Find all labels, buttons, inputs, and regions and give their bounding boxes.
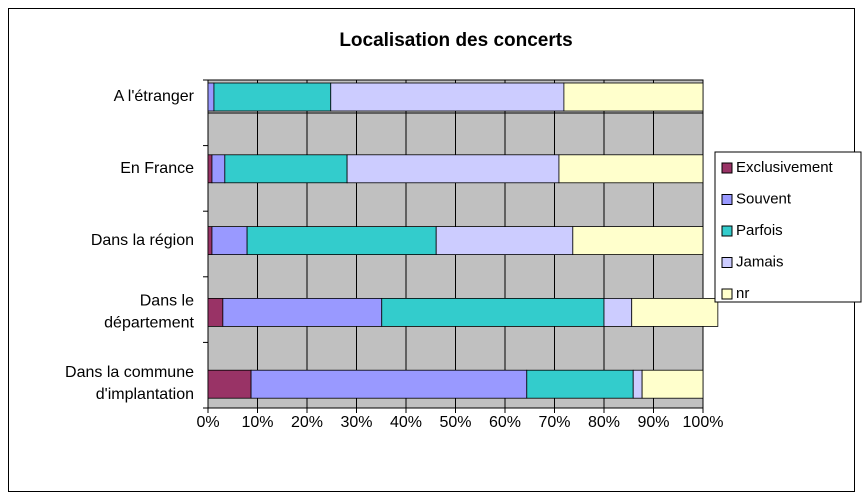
bar-segment [211,226,248,256]
bar-segment [632,369,643,399]
bar-segment [346,154,560,184]
legend-label: Exclusivement [736,159,834,176]
x-tick-label: 60% [489,414,521,431]
bar-segment [211,154,226,184]
bar-segment [558,154,704,184]
chart-title: Localisation des concerts [339,30,572,51]
x-tick-label: 90% [637,414,669,431]
x-tick-label: 0% [196,414,219,431]
bar-segment [246,226,437,256]
x-tick-label: 10% [241,414,273,431]
bar-segment [207,226,213,256]
bar-segment [330,82,565,112]
x-tick-label: 40% [390,414,422,431]
bar-segment [563,82,704,112]
bar-segment [381,297,605,327]
bar-segment [603,297,633,327]
y-tick-label: Dans la commune d'implantation [65,364,194,403]
legend-swatch [721,288,733,300]
x-tick-label: 20% [291,414,323,431]
bar-segment [641,369,704,399]
y-tick-label: A l'étranger [114,88,195,105]
bar-segment [631,297,719,327]
bar-segment [222,297,383,327]
bar-segment [207,297,224,327]
legend-swatch [721,162,733,174]
x-tick-label: 50% [439,414,471,431]
x-tick-label: 100% [683,414,724,431]
bar-segment [207,82,215,112]
bar-segment [207,369,252,399]
y-tick-label: En France [120,160,194,177]
y-tick-label: Dans la région [91,232,194,249]
bar-segment [224,154,348,184]
x-tick-label: 30% [340,414,372,431]
legend-label: Souvent [736,190,792,207]
legend-label: Parfois [736,222,783,239]
legend-swatch [721,194,733,205]
legend-label: Jamais [736,253,784,270]
y-tick-label: Dans le département [104,293,194,332]
legend-swatch [721,225,733,237]
x-tick-label: 70% [538,414,570,431]
bar-segment [435,226,574,256]
bar-segment [526,369,634,399]
legend-label: nr [736,285,749,302]
bar-segment [213,82,332,112]
bar-segment [572,226,704,256]
legend-swatch [721,257,733,268]
x-tick-label: 80% [588,414,620,431]
bar-segment [207,154,213,184]
legend-box [714,151,862,303]
bar-segment [250,369,528,399]
